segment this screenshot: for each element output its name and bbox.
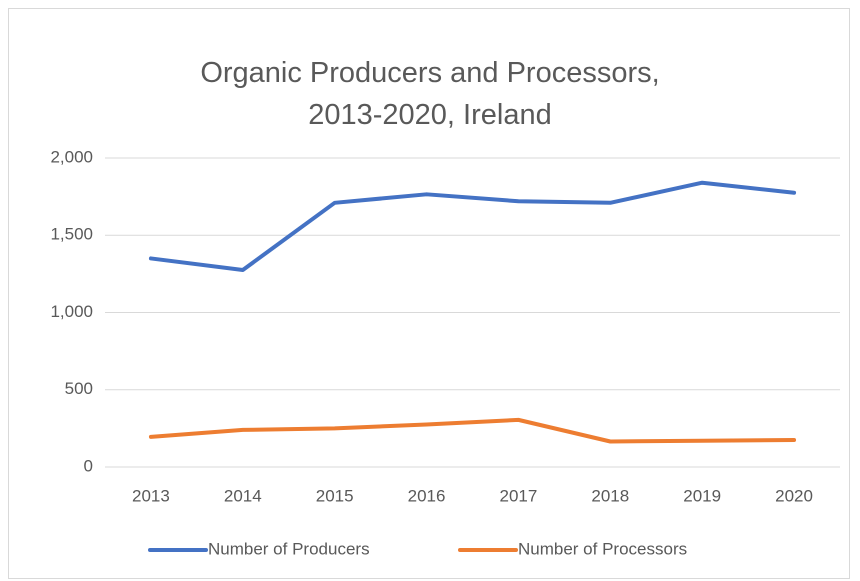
x-tick-label: 2017 bbox=[500, 486, 538, 505]
x-tick-label: 2018 bbox=[591, 486, 629, 505]
chart-title: Organic Producers and Processors, 2013-2… bbox=[200, 57, 660, 131]
x-tick-label: 2019 bbox=[683, 486, 721, 505]
legend-label: Number of Producers bbox=[208, 539, 370, 558]
y-tick-label: 1,500 bbox=[50, 225, 93, 244]
x-tick-label: 2013 bbox=[132, 486, 170, 505]
y-tick-label: 1,000 bbox=[50, 302, 93, 321]
y-tick-label: 0 bbox=[84, 456, 93, 475]
legend-label: Number of Processors bbox=[518, 539, 687, 558]
y-tick-label: 2,000 bbox=[50, 147, 93, 166]
x-tick-label: 2014 bbox=[224, 486, 262, 505]
x-tick-label: 2015 bbox=[316, 486, 354, 505]
chart-frame bbox=[8, 8, 850, 579]
x-tick-label: 2020 bbox=[775, 486, 813, 505]
y-tick-label: 500 bbox=[65, 379, 93, 398]
series-line bbox=[148, 180, 797, 273]
series-line bbox=[148, 417, 797, 444]
x-tick-label: 2016 bbox=[408, 486, 446, 505]
